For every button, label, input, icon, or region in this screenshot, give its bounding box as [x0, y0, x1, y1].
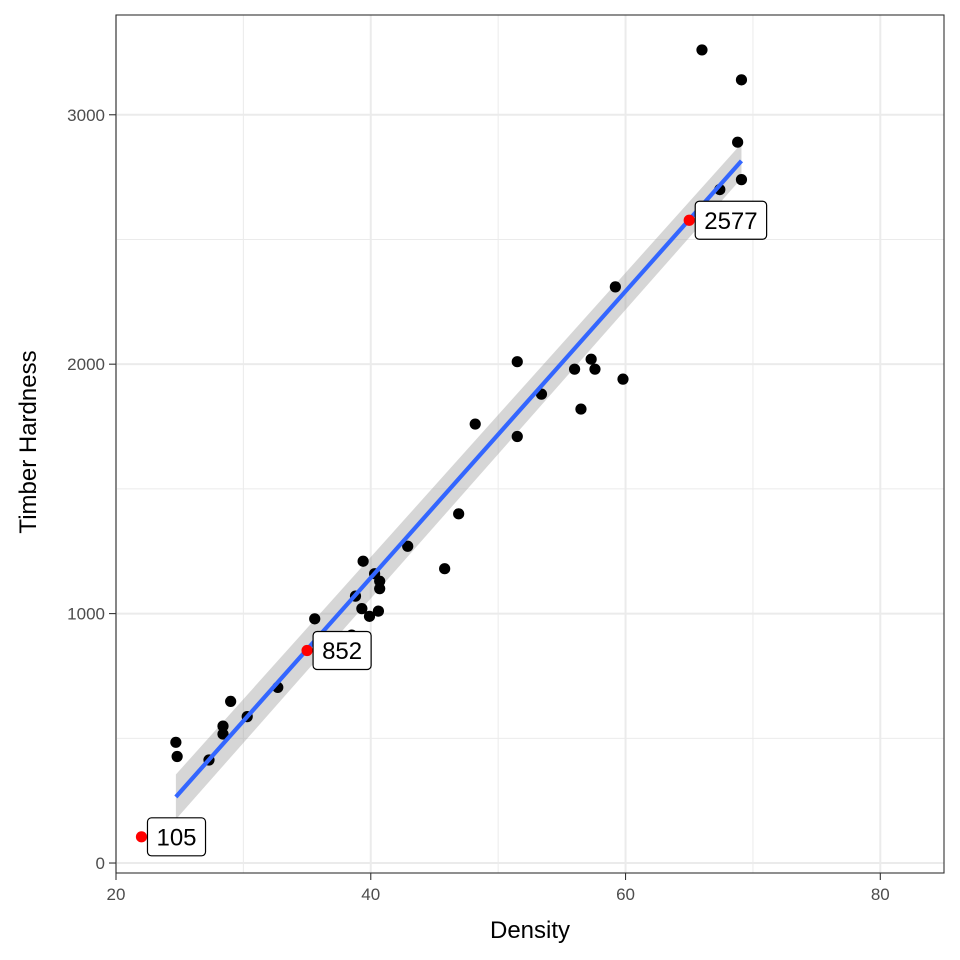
y-tick-label: 2000	[67, 355, 105, 374]
minor-grid	[116, 15, 944, 873]
data-point	[217, 728, 229, 740]
data-point	[696, 44, 708, 56]
data-point	[511, 356, 523, 368]
data-point	[217, 720, 229, 732]
data-point	[585, 353, 597, 365]
data-point	[617, 373, 629, 385]
highlighted-points-layer	[135, 214, 695, 843]
point-label-box	[146, 817, 207, 857]
x-tick-label: 20	[107, 885, 126, 904]
data-point	[589, 363, 601, 375]
point-labels-layer: 105 852 2577	[146, 200, 768, 857]
regression-line	[174, 159, 744, 799]
y-axis-title: Timber Hardness	[15, 350, 42, 533]
y-tick-label: 0	[96, 854, 105, 873]
highlighted-point	[683, 214, 695, 226]
data-point	[170, 736, 182, 748]
data-point	[171, 750, 183, 763]
x-tick-label: 60	[616, 885, 635, 904]
point-label: 2577	[694, 200, 768, 240]
data-point	[374, 575, 386, 587]
data-point	[357, 555, 369, 567]
data-point	[402, 540, 414, 552]
x-tick-label: 40	[361, 885, 380, 904]
data-point	[568, 363, 581, 375]
x-axis-title: Density	[490, 917, 570, 944]
point-label-box	[694, 200, 768, 240]
point-label: 105	[146, 817, 207, 857]
y-tick-label: 1000	[67, 605, 105, 624]
data-point	[511, 430, 523, 443]
point-label: 852	[312, 630, 372, 671]
data-point	[372, 605, 385, 617]
y-tick-label: 3000	[67, 106, 105, 125]
panel-background	[116, 15, 944, 873]
data-point	[609, 281, 621, 293]
point-label-text: 852	[322, 638, 362, 665]
point-label-box	[312, 630, 372, 671]
panel-border	[115, 14, 945, 874]
data-point	[439, 563, 451, 575]
point-label-text: 2577	[704, 208, 757, 235]
data-point	[453, 508, 465, 520]
y-axis: 0 1000 2000 3000	[67, 106, 116, 873]
data-point	[735, 174, 748, 186]
data-point	[732, 136, 744, 148]
highlighted-point	[301, 644, 313, 657]
data-point	[575, 403, 587, 415]
data-point	[309, 613, 321, 625]
data-point	[735, 74, 748, 86]
x-tick-label: 80	[871, 885, 890, 904]
point-label-text: 105	[156, 824, 196, 851]
plot-panel: 105 852 2577	[115, 14, 945, 874]
data-point	[356, 603, 368, 615]
highlighted-point	[135, 831, 148, 843]
x-axis: 20 40 60 80	[107, 873, 890, 904]
data-point	[363, 610, 376, 622]
data-point	[225, 695, 237, 708]
fit-line-layer	[174, 159, 744, 799]
data-point	[469, 418, 481, 430]
